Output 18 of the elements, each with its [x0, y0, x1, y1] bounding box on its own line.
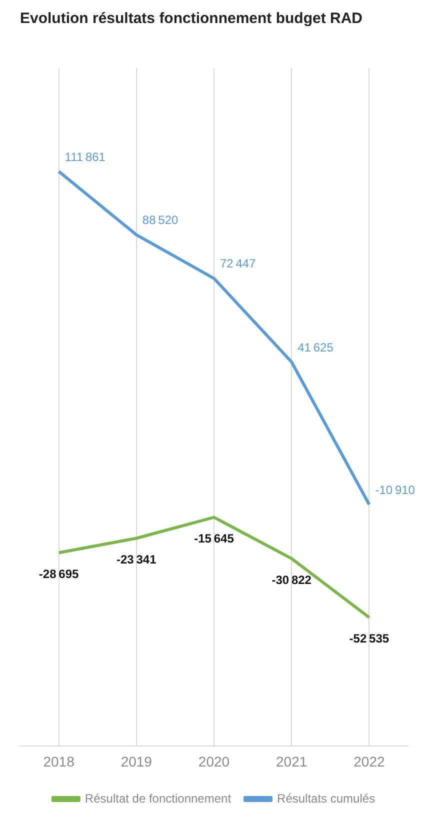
data-label: -10 910	[375, 482, 416, 497]
x-tick-label: 2022	[354, 753, 385, 770]
data-label: -28 695	[38, 567, 80, 582]
data-label: 72 447	[220, 256, 256, 271]
x-tick-label: 2021	[276, 753, 308, 770]
data-label: -30 822	[272, 572, 312, 587]
data-label: 111 861	[64, 150, 106, 164]
data-label: -52 535	[349, 632, 390, 646]
data-label: -23 341	[116, 552, 157, 567]
legend-label: Résultat de fonctionnement	[84, 791, 232, 806]
x-tick-label: 2018	[43, 753, 75, 770]
data-label: -15 645	[194, 532, 234, 546]
chart-title: Evolution résultats fonctionnement budget RAD	[20, 10, 363, 28]
x-tick-label: 2019	[120, 753, 152, 770]
x-tick-label: 2020	[198, 753, 230, 770]
data-label: 41 625	[298, 340, 334, 354]
legend-label: Résultats cumulés	[277, 791, 376, 806]
data-label: 88 520	[142, 213, 178, 228]
